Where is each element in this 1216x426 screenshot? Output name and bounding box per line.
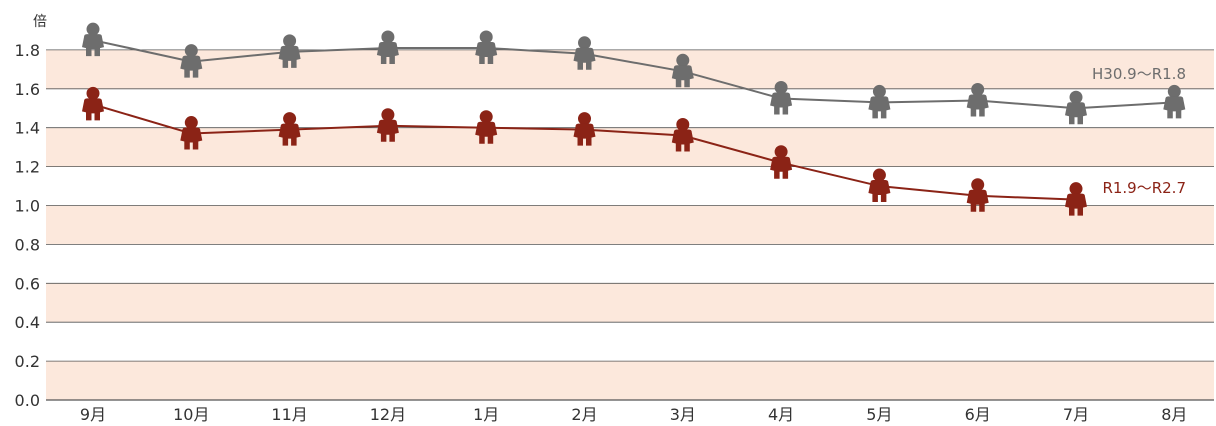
plot-band bbox=[46, 127, 1214, 167]
y-tick-label: 1.8 bbox=[15, 41, 40, 60]
series-layer bbox=[82, 22, 1186, 216]
x-tick-label: 7月 bbox=[1063, 405, 1089, 424]
x-tick-label: 8月 bbox=[1161, 405, 1187, 424]
y-tick-label: 1.0 bbox=[15, 197, 40, 216]
y-tick-label: 0.6 bbox=[15, 274, 40, 293]
x-tick-label: 11月 bbox=[271, 405, 307, 424]
y-tick-label: 1.2 bbox=[15, 158, 40, 177]
y-tick-label: 0.4 bbox=[15, 313, 40, 332]
data-point bbox=[770, 81, 793, 115]
plot-band bbox=[46, 361, 1214, 400]
data-point bbox=[278, 112, 301, 146]
data-point bbox=[573, 112, 596, 146]
plot-band bbox=[46, 205, 1214, 245]
series-1 bbox=[82, 86, 1087, 216]
y-tick-label: 1.6 bbox=[15, 80, 40, 99]
plot-band bbox=[46, 283, 1214, 323]
y-tick-label: 0.2 bbox=[15, 352, 40, 371]
x-tick-label: 1月 bbox=[473, 405, 499, 424]
data-point bbox=[966, 82, 989, 117]
data-point bbox=[82, 22, 104, 57]
x-tick-label: 2月 bbox=[571, 405, 597, 424]
series-label-current-year: R1.9～R2.7 bbox=[1102, 179, 1186, 197]
data-point bbox=[671, 117, 694, 152]
y-tick-label: 0.8 bbox=[15, 235, 40, 254]
data-point bbox=[770, 145, 793, 179]
x-tick-label: 4月 bbox=[768, 405, 794, 424]
x-tick-label: 5月 bbox=[866, 405, 892, 424]
x-tick-label: 10月 bbox=[173, 405, 209, 424]
y-tick-label: 0.0 bbox=[15, 391, 40, 410]
y-tick-label: 1.4 bbox=[15, 119, 40, 138]
data-point bbox=[475, 30, 498, 64]
plot-bands bbox=[46, 49, 1214, 400]
x-tick-label: 6月 bbox=[965, 405, 991, 424]
data-point bbox=[1065, 90, 1087, 125]
series-line bbox=[92, 39, 1175, 110]
data-point bbox=[671, 53, 694, 88]
data-point bbox=[376, 108, 399, 142]
grid-lines bbox=[46, 49, 1214, 401]
data-point bbox=[1163, 84, 1186, 119]
plot-band bbox=[46, 49, 1214, 89]
data-point bbox=[376, 30, 399, 64]
data-point bbox=[180, 116, 203, 150]
y-unit-label: 倍 bbox=[33, 14, 47, 30]
x-tick-label: 12月 bbox=[370, 405, 406, 424]
x-axis: 9月 10月 11月 12月 1月 2月 3月 4月 5月 6月 7月 8月 bbox=[80, 405, 1187, 424]
series-0 bbox=[82, 22, 1186, 125]
data-point bbox=[475, 110, 498, 144]
x-tick-label: 3月 bbox=[670, 405, 696, 424]
x-tick-label: 9月 bbox=[80, 405, 106, 424]
data-point bbox=[573, 36, 596, 70]
data-point bbox=[868, 168, 891, 203]
data-point bbox=[966, 178, 989, 212]
data-point bbox=[82, 86, 104, 121]
data-point bbox=[1065, 182, 1087, 216]
data-point bbox=[868, 84, 891, 119]
data-point bbox=[180, 44, 203, 78]
data-point bbox=[278, 34, 301, 68]
y-axis: 0.0 0.2 0.4 0.6 0.8 1.0 1.2 1.4 1.6 1.8 bbox=[15, 41, 40, 410]
series-label-previous-year: H30.9～R1.8 bbox=[1092, 65, 1186, 83]
